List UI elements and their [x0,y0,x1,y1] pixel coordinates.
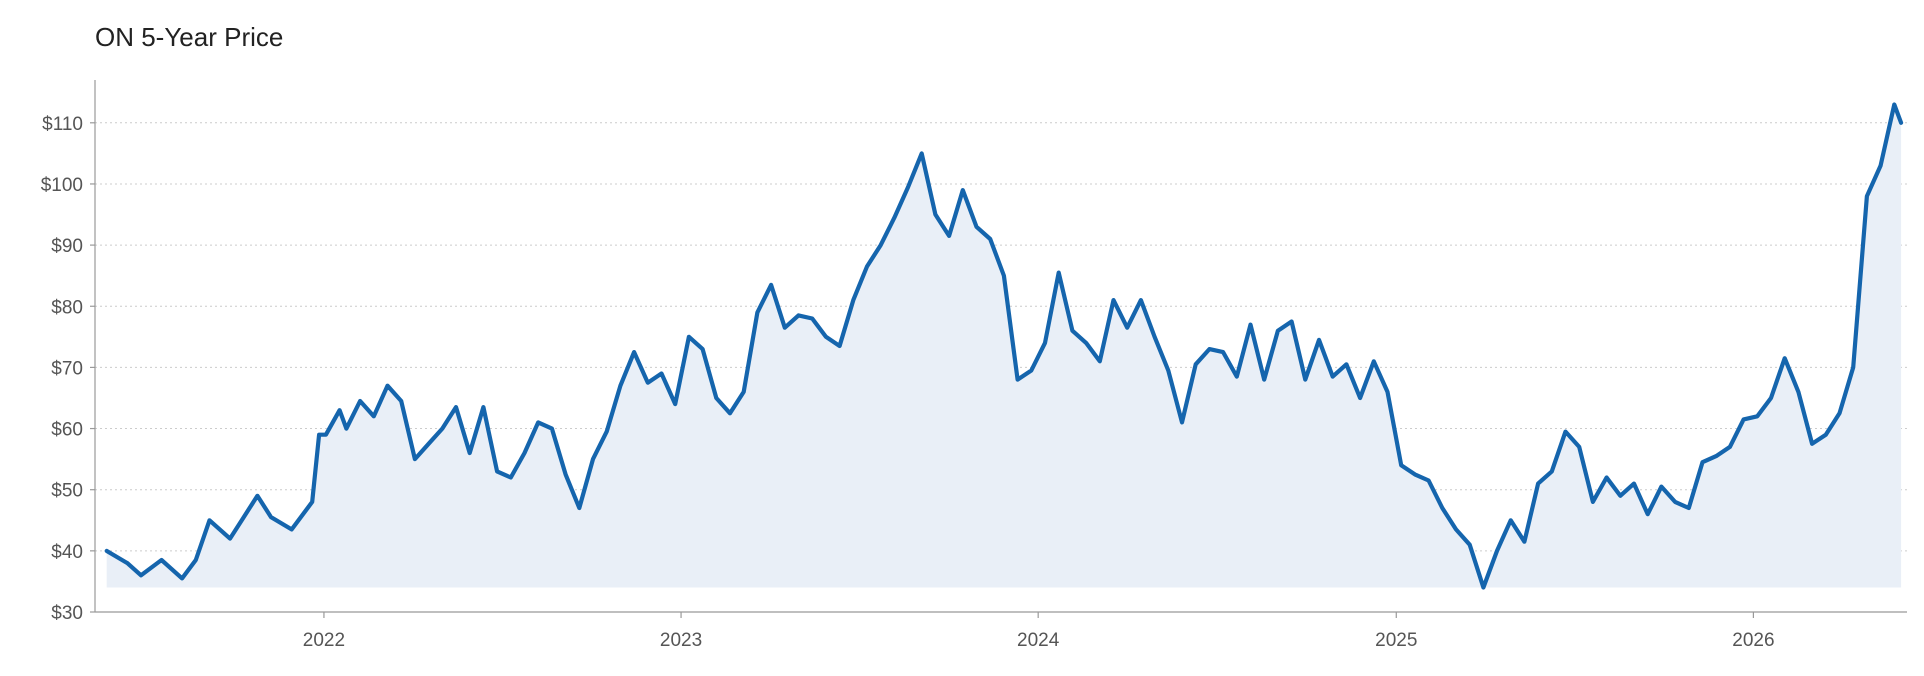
x-tick-label: 2024 [1017,630,1060,651]
chart-title: ON 5-Year Price [95,22,284,52]
y-tick-label: $30 [51,603,83,624]
y-tick-label: $40 [51,542,83,563]
area-layer [104,102,1904,590]
y-tick-label: $110 [42,114,83,135]
axis-layer [90,80,1907,618]
x-tick-label: 2023 [660,630,702,651]
tick-layer: $30 $40 $50 $60 $70 $80 $90 $100 $110 2022 2023 202… [41,114,1775,651]
y-tick-label: $100 [41,175,83,196]
y-tick-label: $60 [51,420,83,441]
x-tick-label: 2025 [1375,630,1417,651]
price-area-fill [106,104,1902,588]
x-tick-label: 2022 [303,630,345,651]
x-tick-label: 2026 [1732,630,1774,651]
y-tick-label: $70 [51,358,83,379]
price-line [104,102,1904,590]
y-tick-label: $50 [51,481,83,502]
y-tick-label: $80 [51,297,83,318]
y-tick-label: $90 [51,236,83,257]
